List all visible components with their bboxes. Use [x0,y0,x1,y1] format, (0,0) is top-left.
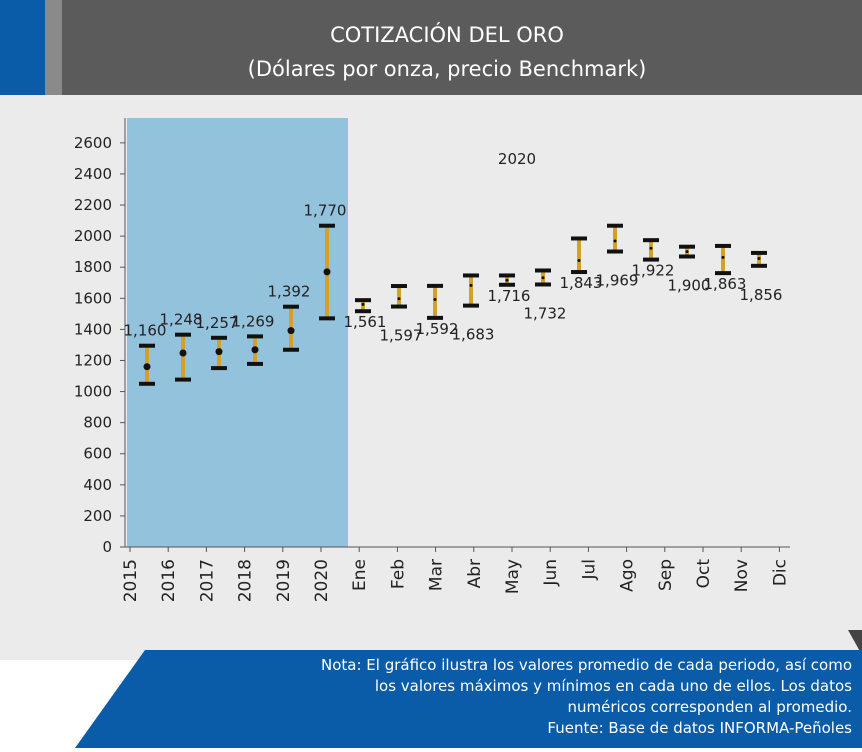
x-tick-label: Feb [388,559,408,589]
note: Nota: El gráfico ilustra los valores pro… [321,656,852,674]
note: numéricos corresponden al promedio. [567,698,852,716]
value-label: 1,843 [560,274,603,292]
value-label: 1,269 [232,312,275,330]
header-accent [0,0,45,95]
x-tick-label: Sep [656,559,676,591]
mean-dot [215,348,223,356]
x-tick-label: 2017 [197,559,217,602]
note: los valores máximos y mínimos en cada un… [375,677,852,695]
x-tick-label: Abr [465,559,485,588]
mean-dot [469,283,473,287]
x-tick-label: 2019 [274,559,294,602]
x-tick-label: Nov [732,559,752,592]
mean-dot [397,297,401,301]
value-label: 1,561 [344,313,387,331]
value-label: 1,592 [416,320,459,338]
x-tick-label: Oct [694,559,714,589]
x-tick-label: Jun [541,559,561,587]
y-tick-label: 200 [83,507,112,525]
mean-dot [541,276,545,280]
value-label: 1,770 [304,202,347,220]
mean-dot [721,255,725,259]
value-label: 1,392 [268,283,311,301]
x-tick-label: Dic [770,559,790,586]
y-tick-label: 1600 [74,289,112,307]
x-tick-label: May [503,559,523,594]
note: Fuente: Base de datos INFORMA-Peñoles [547,719,852,737]
value-label: 1,716 [488,287,531,305]
y-tick-label: 1400 [74,320,112,338]
value-label: 1,922 [632,262,675,280]
value-label: 1,863 [704,275,747,293]
value-label: 1,257 [196,314,239,332]
value-label: 1,969 [596,272,639,290]
x-tick-label: Ago [618,559,638,592]
x-tick-label: 2015 [121,559,141,602]
mean-dot [505,278,509,282]
corner-mark [848,630,862,655]
chart-title: COTIZACIÓN DEL ORO [330,22,564,47]
mean-dot [757,257,761,261]
y-tick-label: 400 [83,476,112,494]
mean-dot [685,250,689,254]
x-tick-label: Mar [427,559,447,591]
y-tick-label: 800 [83,414,112,432]
x-tick-label: Jul [579,559,599,581]
y-tick-label: 1800 [74,258,112,276]
value-label: 1,683 [452,326,495,344]
value-label: 1,856 [740,286,783,304]
value-label: 1,160 [124,322,167,340]
y-tick-label: 1200 [74,351,112,369]
year-highlight [127,118,348,547]
y-tick-label: 0 [102,538,112,556]
value-label: 1,900 [668,276,711,294]
mean-dot [649,246,653,250]
mean-dot [433,298,437,302]
y-tick-label: 2600 [74,134,112,152]
value-label: 1,597 [380,327,423,345]
y-tick-label: 2200 [74,196,112,214]
x-tick-label: Ene [350,559,370,591]
x-tick-label: 2018 [236,559,256,602]
y-tick-label: 2400 [74,165,112,183]
mean-dot [179,349,187,357]
y-tick-label: 2000 [74,227,112,245]
x-tick-label: 2016 [159,559,179,602]
mean-dot [143,363,151,371]
mean-dot [287,327,295,335]
x-tick-label: 2020 [312,559,332,602]
mean-dot [613,239,617,243]
mean-dot [577,259,581,263]
value-label: 1,732 [524,304,567,322]
mean-dot [361,302,365,306]
chart-subtitle: (Dólares por onza, precio Benchmark) [248,57,647,81]
annotation: 2020 [498,150,536,168]
header [0,0,862,95]
mean-dot [323,268,331,276]
y-tick-label: 600 [83,445,112,463]
header-stripe [45,0,62,95]
value-label: 1,248 [160,311,203,329]
y-tick-label: 1000 [74,383,112,401]
note-box [75,650,862,748]
mean-dot [251,346,259,354]
